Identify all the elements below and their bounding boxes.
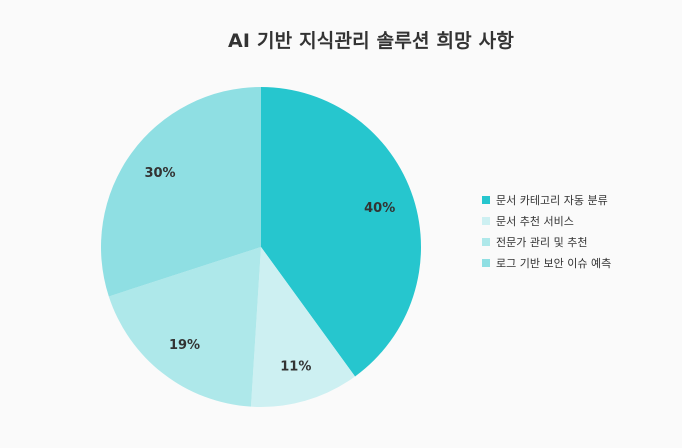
legend-label: 전문가 관리 및 추천 — [496, 235, 588, 249]
legend-swatch — [482, 216, 490, 225]
slice-value-label-3: 19% — [169, 338, 200, 353]
legend-swatch — [482, 195, 490, 204]
legend-label: 문서 카테고리 자동 분류 — [496, 193, 608, 207]
pie-slices — [100, 87, 422, 407]
pie-slice-4 — [100, 87, 261, 297]
pie-slice-3 — [108, 247, 261, 407]
legend-item-2: 문서 추천 서비스 — [482, 210, 611, 231]
pie-slice-1 — [261, 87, 422, 377]
slice-value-label-2: 11% — [280, 359, 311, 374]
legend-item-3: 전문가 관리 및 추천 — [482, 231, 611, 252]
slice-value-label-1: 40% — [364, 201, 395, 216]
legend-swatch — [482, 258, 490, 267]
pie-labels: 40% 11% 19% 30% — [144, 166, 395, 374]
legend-label: 로그 기반 보안 이슈 예측 — [496, 256, 612, 270]
slice-value-label-4: 30% — [144, 166, 175, 181]
legend-swatch — [482, 237, 490, 246]
legend-item-1: 문서 카테고리 자동 분류 — [482, 189, 611, 210]
legend-item-4: 로그 기반 보안 이슈 예측 — [482, 252, 611, 273]
pie-slice-2 — [250, 247, 356, 407]
chart-title: AI 기반 지식관리 솔루션 희망 사항 — [227, 30, 515, 52]
legend-label: 문서 추천 서비스 — [496, 214, 574, 228]
